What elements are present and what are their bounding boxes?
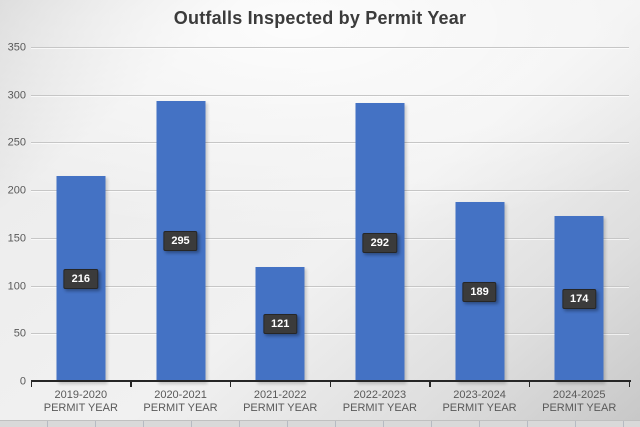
x-axis-tick [229,382,232,387]
data-label: 292 [362,232,398,253]
bar-slot: 174 [529,48,629,382]
bar: 295 [156,100,205,382]
bar-slot: 121 [230,48,330,382]
x-axis-category-label: 2019-2020 PERMIT YEAR [43,389,118,414]
bar: 174 [554,215,604,382]
data-label: 295 [163,231,198,252]
bar-series: 216 295 121 292 189 174 [31,48,629,382]
y-axis-tick-label: 200 [7,184,26,197]
bar-slot: 216 [31,48,131,382]
x-axis-tick [628,382,630,387]
gridline [31,190,629,192]
gridline [31,142,629,144]
gridline [31,94,629,96]
y-axis-tick-label: 50 [13,327,26,340]
data-label: 216 [63,268,99,289]
bar: 216 [56,175,106,382]
bar: 121 [255,266,305,382]
y-axis: 0 50 100 150 200 250 300 350 [0,42,26,387]
y-axis-tick-label: 150 [7,232,26,245]
bar: 292 [355,103,405,382]
spreadsheet-row-strip [0,420,640,427]
gridline [31,237,629,239]
y-axis-tick-label: 350 [7,41,26,54]
bar-slot: 295 [131,48,231,382]
x-axis-category-label: 2023-2024 PERMIT YEAR [442,389,517,414]
bar: 189 [455,201,505,382]
y-axis-tick-label: 300 [7,89,26,102]
bar-slot: 189 [430,48,530,382]
x-axis-category-label: 2022-2023 PERMIT YEAR [342,389,417,414]
y-axis-tick-label: 100 [7,280,26,293]
data-label: 121 [262,314,298,335]
x-axis-line [31,380,631,382]
x-axis-tick [429,382,431,387]
x-axis-category-label: 2024-2025 PERMIT YEAR [542,389,617,414]
y-axis-tick-label: 0 [19,375,26,388]
x-axis-tick [329,382,331,387]
bar-slot: 292 [330,48,430,382]
plot-area: 216 295 121 292 189 174 [31,47,629,382]
x-axis-labels: 2019-2020 PERMIT YEAR 2020-2021 PERMIT YE… [31,389,629,415]
gridline [31,333,629,335]
chart-title: Outfalls Inspected by Permit Year [173,8,467,28]
data-label: 189 [462,281,497,302]
x-axis-category-label: 2021-2022 PERMIT YEAR [243,389,318,414]
x-axis-category-label: 2020-2021 PERMIT YEAR [143,389,218,414]
gridline [31,285,629,287]
x-axis-tick [30,382,32,387]
data-label: 174 [562,288,597,309]
x-axis-tick [130,382,132,387]
gridline [31,47,629,48]
y-axis-tick-label: 250 [7,136,26,149]
x-axis-tick [528,382,531,387]
x-axis-ticks [30,382,630,388]
